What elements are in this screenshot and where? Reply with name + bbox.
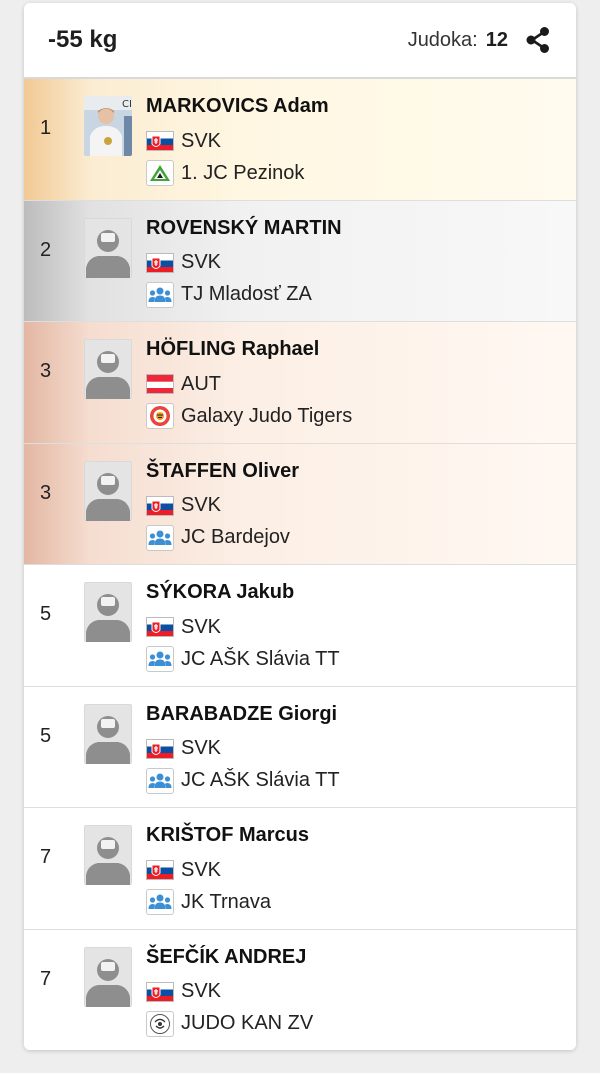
result-row[interactable]: 5 SÝKORA Jakub SVK JC AŠK Slávia TT (24, 565, 576, 687)
club-line[interactable]: Galaxy Judo Tigers (146, 400, 352, 432)
avatar-placeholder-icon[interactable] (84, 217, 132, 278)
slovakia-flag-icon (146, 131, 174, 151)
pezinok-club-icon (146, 160, 174, 186)
club-name: JC Bardejov (181, 526, 290, 548)
group-club-icon (146, 281, 174, 308)
tiger-club-icon (146, 403, 174, 429)
rank-number: 5 (40, 603, 52, 625)
club-line[interactable]: JC AŠK Slávia TT (146, 765, 340, 797)
club-name: JC AŠK Slávia TT (181, 647, 340, 670)
result-row[interactable]: 3 ŠTAFFEN Oliver SVK JC Bardejov (24, 443, 576, 565)
athlete-info: BARABADZE Giorgi SVK JC AŠK Slávia TT (146, 703, 340, 797)
rank-number: 7 (40, 967, 52, 990)
athlete-info: HÖFLING Raphael AUT Galaxy Judo Tigers (146, 338, 352, 432)
results-card: -55 kg Judoka: 12 1 CI MARKOVICS Adam SV… (24, 3, 576, 1050)
avatar-placeholder-icon[interactable] (84, 339, 132, 399)
group-club-icon (146, 889, 174, 915)
country-line: AUT (146, 368, 352, 400)
athlete-name[interactable]: SÝKORA Jakub (146, 581, 295, 603)
athlete-name[interactable]: BARABADZE Giorgi (146, 702, 338, 725)
athlete-name[interactable]: ŠTAFFEN Oliver (146, 459, 299, 482)
result-row[interactable]: 7 KRIŠTOF Marcus SVK JK Trnava (24, 808, 576, 930)
country-code: SVK (181, 251, 222, 273)
country-code: AUT (181, 372, 221, 395)
result-row[interactable]: 5 BARABADZE Giorgi SVK JC AŠK Slávia TT (24, 686, 576, 808)
country-line: SVK (146, 490, 299, 522)
avatar-placeholder-icon[interactable] (84, 460, 132, 521)
slovakia-flag-icon (146, 617, 174, 637)
results-list: 1 CI MARKOVICS Adam SVK 1. JC Pezinok 2 R… (24, 79, 576, 1050)
avatar-placeholder-icon[interactable] (84, 703, 132, 764)
athlete-info: ŠTAFFEN Oliver SVK JC Bardejov (146, 460, 299, 554)
athlete-name[interactable]: MARKOVICS Adam (146, 95, 329, 117)
athlete-info: ROVENSKÝ MARTIN SVK TJ Mladosť ZA (146, 217, 342, 311)
athlete-name[interactable]: ROVENSKÝ MARTIN (146, 216, 342, 239)
country-code: SVK (181, 615, 222, 638)
athlete-info: SÝKORA Jakub SVK JC AŠK Slávia TT (146, 581, 340, 675)
athlete-name[interactable]: HÖFLING Raphael (146, 338, 320, 360)
country-line: SVK (146, 247, 342, 279)
club-line[interactable]: JC AŠK Slávia TT (146, 643, 340, 675)
slovakia-flag-icon (146, 981, 174, 1002)
result-row[interactable]: 1 CI MARKOVICS Adam SVK 1. JC Pezinok (24, 79, 576, 201)
slovakia-flag-icon (146, 860, 174, 880)
country-line: SVK (146, 125, 329, 157)
athlete-info: KRIŠTOF Marcus SVK JK Trnava (146, 824, 309, 918)
result-row[interactable]: 7 ŠEFČÍK ANDREJ SVK JUDO KAN ZV (24, 929, 576, 1050)
avatar-placeholder-icon[interactable] (84, 582, 132, 642)
slovakia-flag-icon (146, 495, 174, 516)
group-club-icon (146, 524, 174, 551)
club-line[interactable]: 1. JC Pezinok (146, 157, 329, 189)
country-line: SVK (146, 976, 313, 1008)
result-row[interactable]: 2 ROVENSKÝ MARTIN SVK TJ Mladosť ZA (24, 200, 576, 322)
country-code: SVK (181, 129, 222, 152)
rank-number: 7 (40, 846, 52, 868)
judokan-club-icon (146, 1010, 174, 1037)
athlete-name[interactable]: ŠEFČÍK ANDREJ (146, 945, 307, 968)
country-code: SVK (181, 858, 222, 881)
club-line[interactable]: TJ Mladosť ZA (146, 279, 342, 311)
country-code: SVK (181, 980, 222, 1002)
athlete-name[interactable]: KRIŠTOF Marcus (146, 824, 309, 846)
athlete-info: ŠEFČÍK ANDREJ SVK JUDO KAN ZV (146, 946, 313, 1040)
club-name: JUDO KAN ZV (181, 1012, 314, 1034)
category-header: -55 kg Judoka: 12 (24, 3, 576, 79)
judoka-count-label: Judoka: (407, 28, 478, 51)
result-row[interactable]: 3 HÖFLING Raphael AUT Galaxy Judo Tigers (24, 322, 576, 444)
rank-number: 3 (40, 360, 52, 382)
country-code: SVK (181, 494, 222, 516)
slovakia-flag-icon (146, 738, 174, 759)
club-name: Galaxy Judo Tigers (181, 404, 353, 427)
rank-number: 2 (40, 238, 52, 261)
slovakia-flag-icon (146, 252, 174, 273)
avatar-placeholder-icon[interactable] (84, 946, 132, 1007)
weight-category: -55 kg (48, 26, 118, 53)
athlete-photo[interactable]: CI (84, 96, 132, 156)
judoka-count-value: 12 (485, 28, 508, 51)
country-code: SVK (181, 737, 222, 759)
club-line[interactable]: JK Trnava (146, 886, 309, 918)
rank-number: 5 (40, 724, 52, 747)
athlete-info: MARKOVICS Adam SVK 1. JC Pezinok (146, 95, 329, 189)
rank-number: 3 (40, 481, 52, 504)
country-line: SVK (146, 611, 340, 643)
club-line[interactable]: JC Bardejov (146, 522, 299, 554)
club-line[interactable]: JUDO KAN ZV (146, 1008, 313, 1040)
club-name: TJ Mladosť ZA (181, 283, 312, 305)
club-name: 1. JC Pezinok (181, 161, 305, 184)
share-icon[interactable] (524, 26, 552, 54)
judoka-count: Judoka: 12 (408, 26, 552, 54)
avatar-placeholder-icon[interactable] (84, 825, 132, 885)
austria-flag-icon (146, 374, 174, 394)
club-name: JK Trnava (181, 890, 272, 913)
group-club-icon (146, 646, 174, 672)
rank-number: 1 (40, 117, 52, 139)
country-line: SVK (146, 733, 340, 765)
club-name: JC AŠK Slávia TT (181, 769, 340, 791)
country-line: SVK (146, 854, 309, 886)
group-club-icon (146, 767, 174, 794)
svg-text:CI: CI (122, 99, 132, 110)
